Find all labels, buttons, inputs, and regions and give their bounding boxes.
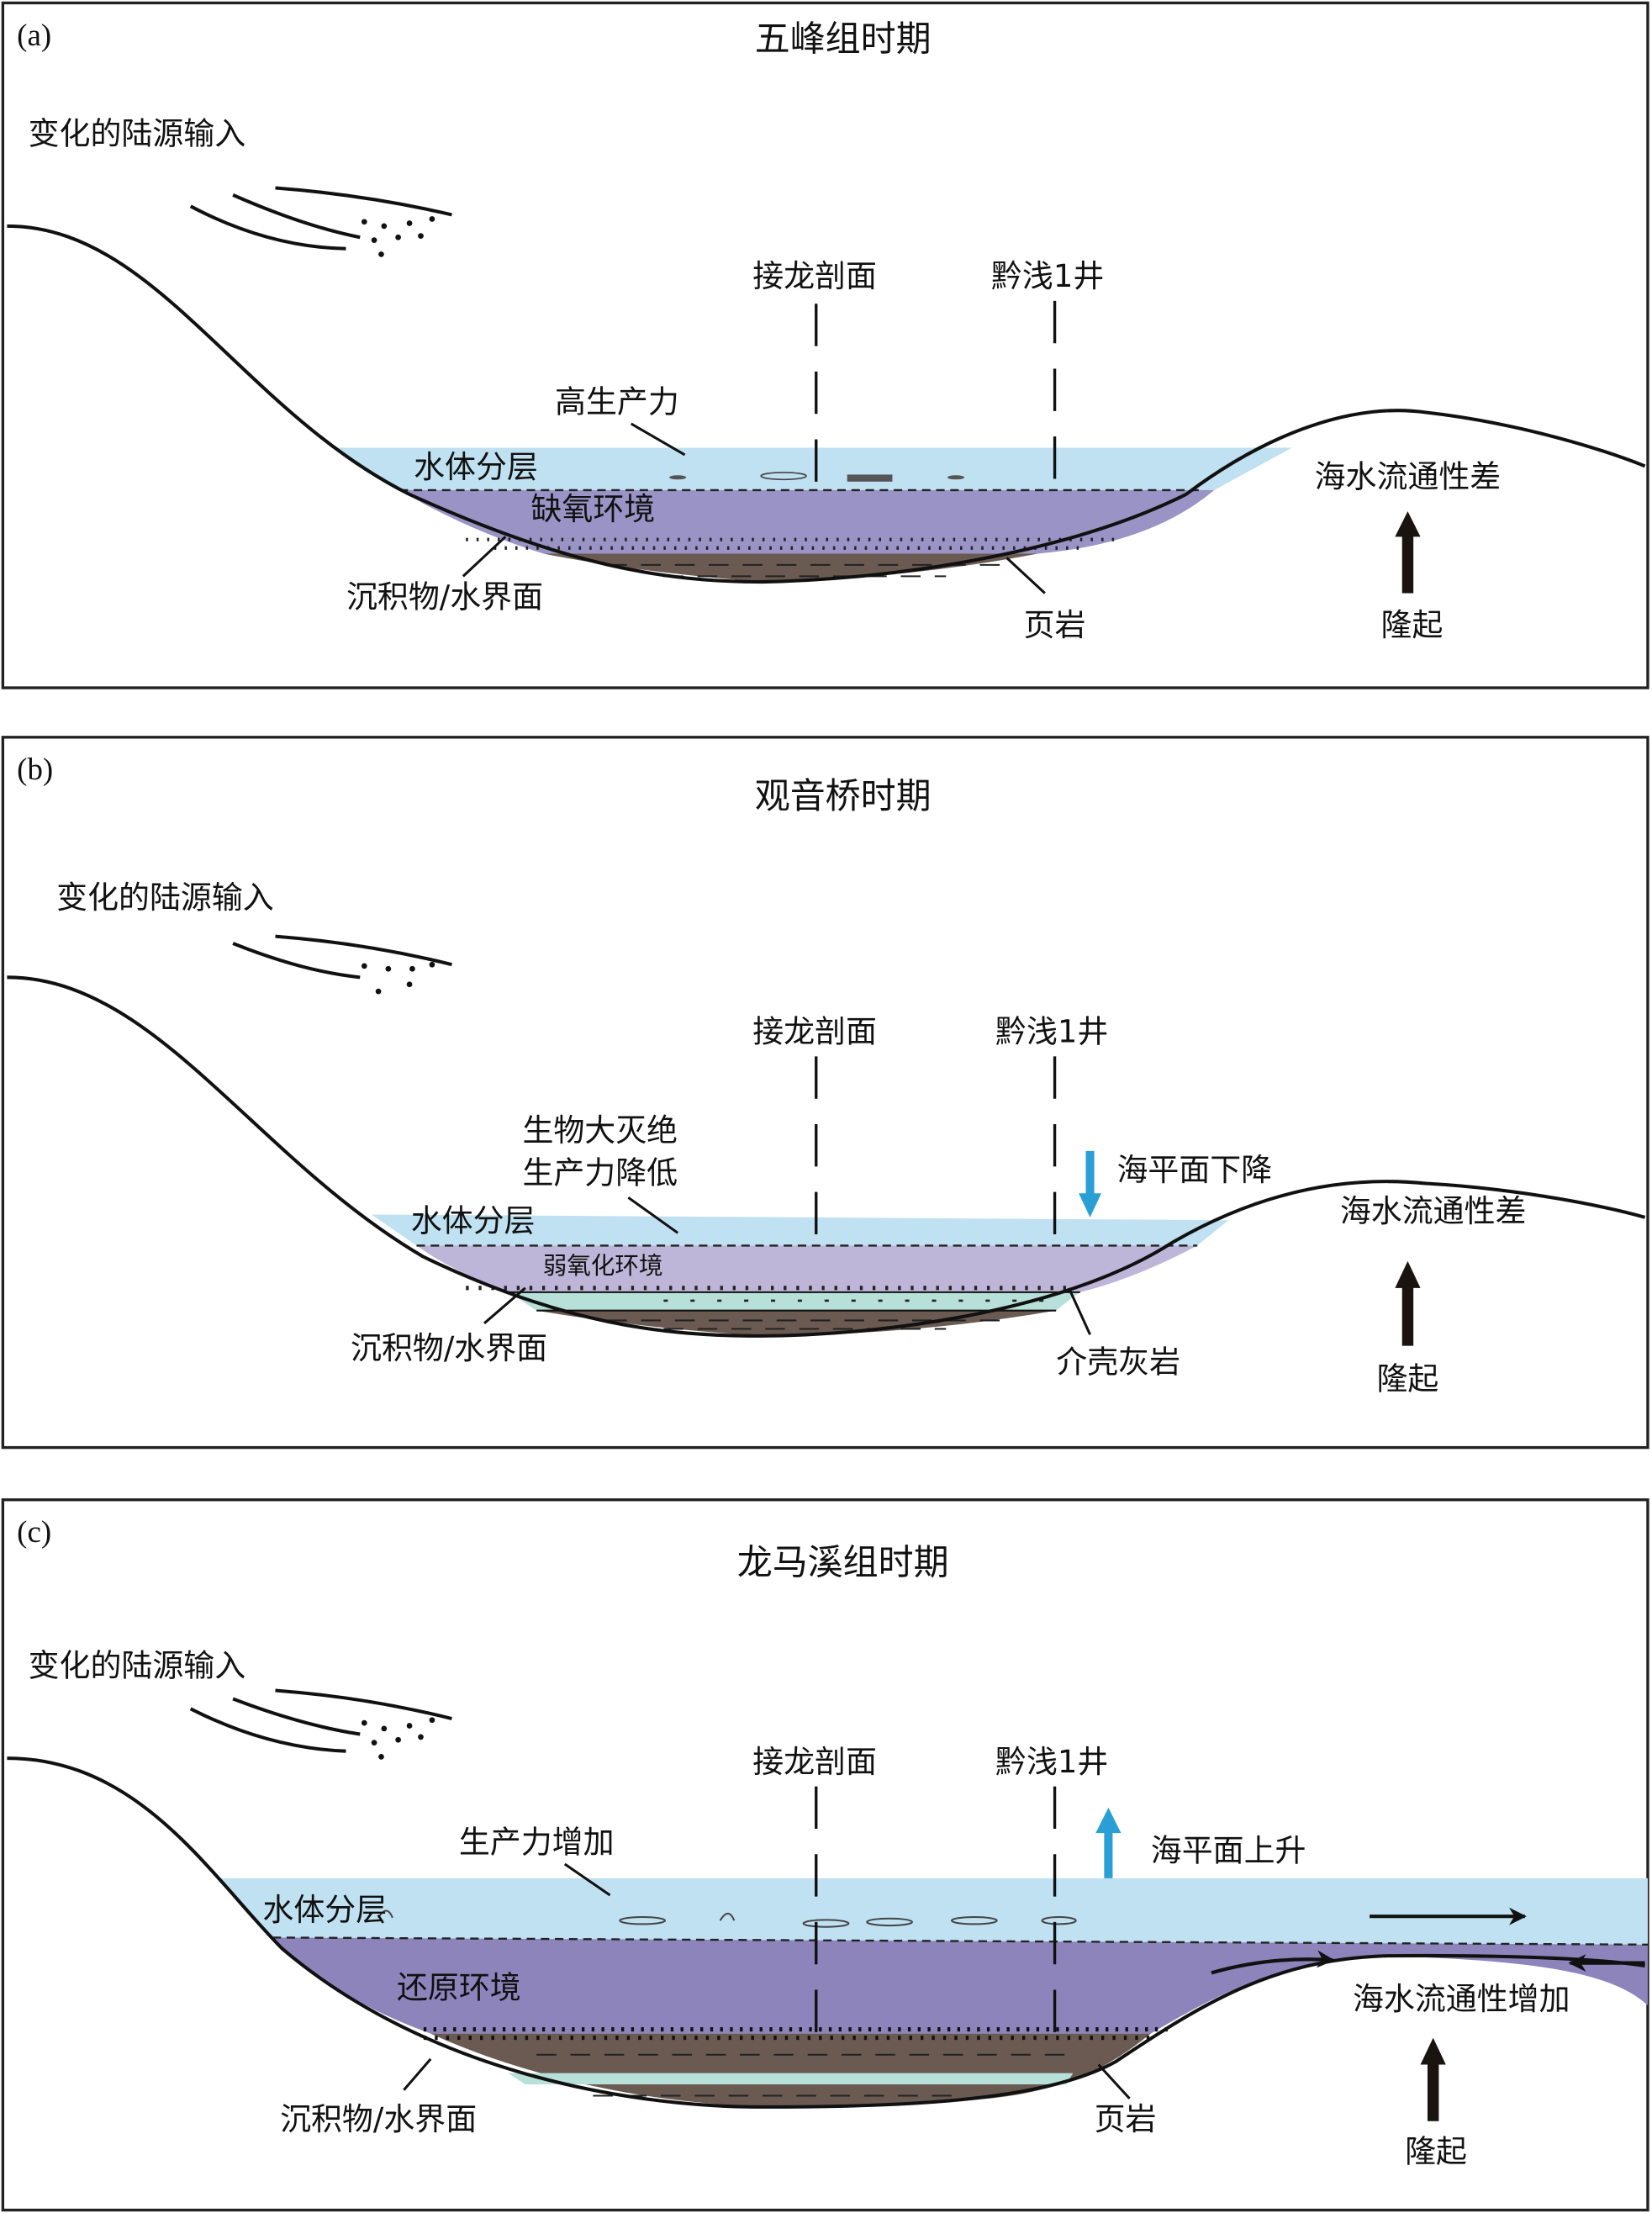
uplift-label: 隆起 — [1405, 2133, 1467, 2169]
stratified-water-layer — [371, 1214, 1229, 1246]
panel-b: (b) 观音桥时期 变化的陆源输入 接龙剖面 黔浅1井 生物大灭绝 生产力降低 … — [1, 736, 1649, 1450]
terrigenous-input-label: 变化的陆源输入 — [56, 879, 274, 916]
shale-layer — [536, 1310, 1057, 1336]
sea-level-rise-arrow-icon — [1095, 1807, 1122, 1878]
uplift-arrow-icon — [1395, 511, 1421, 594]
terrigenous-input-icon — [232, 934, 452, 995]
shell-limestone-layer — [508, 2073, 1074, 2085]
plankton-icons — [669, 472, 965, 482]
stratification-label: 水体分层 — [262, 1892, 387, 1928]
redox-label: 缺氧环境 — [531, 491, 656, 527]
terrigenous-input-icon — [189, 1688, 452, 1760]
sea-level-label: 海平面上升 — [1151, 1833, 1306, 1869]
shale-layer — [430, 2033, 1151, 2108]
seafloor-profile — [7, 975, 1646, 1338]
seafloor-profile — [7, 224, 1646, 584]
jielong-section-label: 接龙剖面 — [752, 258, 877, 294]
stratification-label: 水体分层 — [414, 449, 538, 485]
jielong-section-label: 接龙剖面 — [752, 1744, 877, 1780]
qianqian1-well-label: 黔浅1井 — [995, 1744, 1108, 1780]
productivity-label: 高生产力 — [555, 384, 679, 420]
productivity-label: 生产力降低 — [522, 1155, 678, 1191]
panel-c: (c) 龙马溪组时期 变化的陆源输入 接龙剖面 黔浅1井 生产力增加 水体分层 … — [1, 1498, 1649, 2212]
plankton-icons — [377, 1909, 1077, 1928]
terrigenous-input-label: 变化的陆源输入 — [29, 1648, 246, 1684]
panel-tag: (a) — [17, 18, 51, 53]
anoxic-water-layer — [399, 489, 1215, 554]
panel-title: 五峰组时期 — [755, 18, 932, 60]
stratification-boundary — [272, 1936, 1648, 1946]
uplift-arrow-icon — [1395, 1260, 1421, 1346]
terrigenous-input-icon — [189, 186, 452, 257]
jielong-section-label: 接龙剖面 — [752, 1014, 877, 1050]
sea-level-fall-arrow-icon — [1079, 1150, 1101, 1217]
interface-label: 沉积物/水界面 — [280, 2101, 477, 2137]
panel-title: 观音桥时期 — [755, 775, 932, 816]
bottom-layer-label: 介壳灰岩 — [1056, 1344, 1180, 1381]
redox-label: 还原环境 — [397, 1970, 521, 2006]
inflow-arrow-icon — [1211, 1950, 1335, 1975]
panel-frame — [1, 736, 1649, 1450]
uplift-arrow-icon — [1420, 2037, 1446, 2121]
weak-oxic-water-layer — [416, 1245, 1198, 1292]
sediment-dots — [466, 537, 1116, 550]
productivity-label: 生产力增加 — [459, 1825, 615, 1861]
panel-title: 龙马溪组时期 — [737, 1542, 949, 1583]
bottom-layer-label: 页岩 — [1024, 607, 1086, 643]
uplift-label: 隆起 — [1377, 1361, 1439, 1397]
stratification-label: 水体分层 — [411, 1203, 536, 1239]
panel-tag: (c) — [17, 1514, 51, 1550]
shale-layer — [543, 553, 1038, 583]
bottom-layer-label: 页岩 — [1095, 2101, 1157, 2137]
circulation-label: 海水流通性差 — [1340, 1193, 1527, 1229]
seafloor-profile — [7, 1756, 1645, 2109]
redox-label: 弱氧化环境 — [543, 1251, 663, 1280]
uplift-label: 隆起 — [1381, 607, 1444, 643]
extinction-label: 生物大灭绝 — [522, 1112, 678, 1149]
stratified-water-layer — [215, 1878, 1648, 1945]
circulation-label: 海水流通性增加 — [1353, 1981, 1570, 2017]
stratified-water-layer — [333, 447, 1292, 490]
qianqian1-well-label: 黔浅1井 — [991, 258, 1104, 294]
interface-label: 沉积物/水界面 — [346, 578, 543, 615]
interface-label: 沉积物/水界面 — [351, 1330, 547, 1366]
panel-a: (a) 五峰组时期 变化的陆源输入 接龙剖面 黔浅1井 高生产力 水体分层 缺氧… — [1, 1, 1649, 689]
sea-level-label: 海平面下降 — [1117, 1152, 1273, 1188]
reducing-water-layer — [272, 1937, 1648, 2034]
terrigenous-input-label: 变化的陆源输入 — [29, 115, 246, 151]
panel-tag: (b) — [17, 752, 53, 787]
shell-limestone-layer — [508, 1291, 1080, 1311]
qianqian1-well-label: 黔浅1井 — [995, 1014, 1108, 1050]
panel-frame — [1, 1, 1649, 689]
circulation-label: 海水流通性差 — [1315, 459, 1502, 495]
